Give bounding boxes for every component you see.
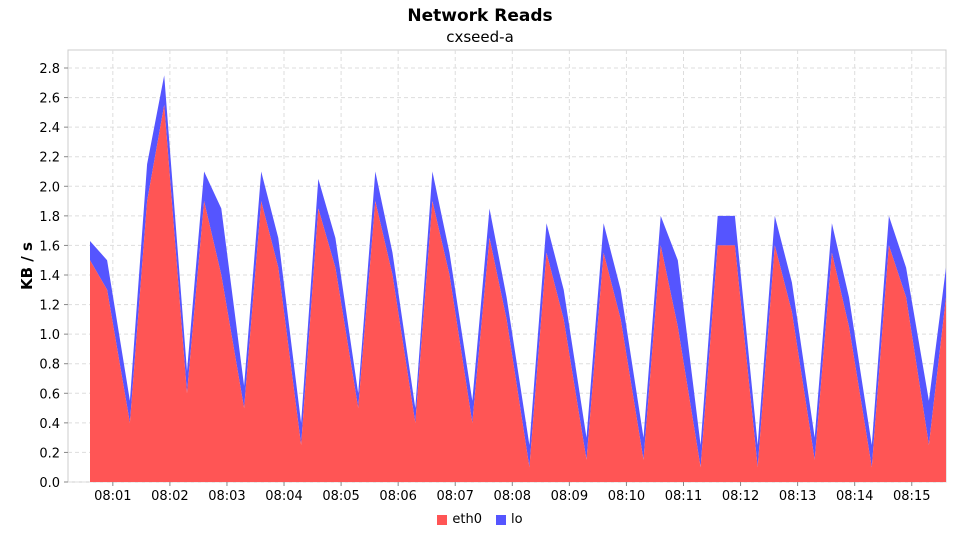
x-tick-label: 08:13 (779, 489, 816, 504)
y-tick-label: 1.2 (39, 299, 60, 314)
y-axis-label: KB / s (18, 242, 36, 290)
y-tick-label: 2.8 (39, 62, 60, 77)
x-tick-label: 08:02 (151, 489, 188, 504)
y-tick-label: 1.0 (39, 328, 60, 343)
x-tick-label: 08:05 (322, 489, 359, 504)
y-tick-label: 1.4 (39, 269, 60, 284)
y-tick-label: 2.0 (39, 180, 60, 195)
legend-label-lo: lo (511, 512, 523, 527)
legend-item-lo: lo (496, 512, 523, 527)
y-tick-label: 1.8 (39, 210, 60, 225)
x-tick-label: 08:14 (836, 489, 873, 504)
y-tick-label: 0.4 (39, 417, 60, 432)
series-area-eth0 (90, 105, 946, 482)
x-tick-label: 08:15 (893, 489, 930, 504)
y-tick-label: 1.6 (39, 239, 60, 254)
legend-swatch-lo (496, 514, 507, 525)
x-tick-label: 08:08 (494, 489, 531, 504)
y-tick-label: 0.2 (39, 446, 60, 461)
legend-item-eth0: eth0 (437, 512, 482, 527)
y-tick-label: 0.0 (39, 476, 60, 491)
legend: eth0 lo (0, 512, 960, 527)
chart-title: Network Reads (407, 6, 553, 26)
x-tick-label: 08:04 (265, 489, 302, 504)
x-tick-label: 08:11 (665, 489, 702, 504)
legend-label-eth0: eth0 (452, 512, 483, 527)
x-tick-label: 08:06 (379, 489, 416, 504)
x-tick-label: 08:12 (722, 489, 759, 504)
x-tick-label: 08:03 (208, 489, 245, 504)
x-tick-label: 08:09 (551, 489, 588, 504)
chart-subtitle: cxseed-a (446, 28, 514, 46)
x-tick-label: 08:01 (94, 489, 131, 504)
y-tick-label: 0.8 (39, 358, 60, 373)
y-tick-label: 2.6 (39, 92, 60, 107)
y-tick-label: 0.6 (39, 387, 60, 402)
x-tick-label: 08:10 (608, 489, 645, 504)
y-tick-label: 2.2 (39, 151, 60, 166)
y-tick-label: 2.4 (39, 121, 60, 136)
legend-swatch-eth0 (437, 514, 448, 525)
x-tick-label: 08:07 (436, 489, 473, 504)
series-area-lo (90, 75, 946, 468)
